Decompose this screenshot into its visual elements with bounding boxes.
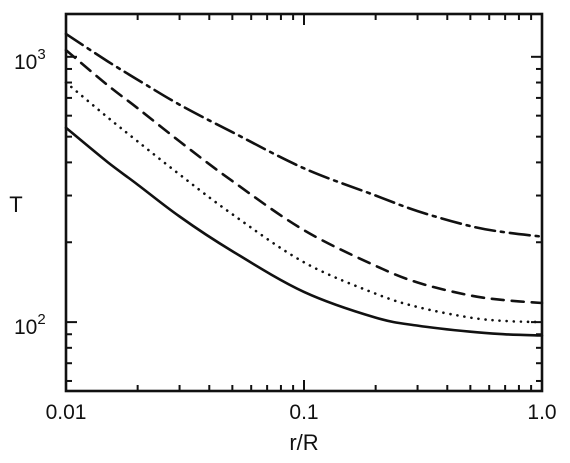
- series-line-solid: [64, 126, 544, 337]
- y-tick-label: 102: [14, 311, 46, 339]
- x-axis-label: r/R: [289, 430, 318, 455]
- y-tick-labels: 103 102: [14, 46, 46, 339]
- axis-ticks: [65, 14, 543, 391]
- plot-frame: [64, 12, 544, 393]
- series-line-dotted: [64, 81, 544, 324]
- x-tick-label: 0.1: [289, 401, 318, 424]
- y-tick-label: 103: [14, 46, 46, 74]
- series-line-dashed: [64, 48, 544, 305]
- x-tick-label: 0.01: [46, 401, 87, 424]
- x-tick-labels: 0.01 0.1 1.0: [46, 401, 557, 424]
- y-axis-label: T: [9, 192, 22, 217]
- x-tick-label: 1.0: [527, 401, 556, 424]
- series-line-dash-dot: [64, 32, 544, 238]
- series-layer: [64, 32, 544, 337]
